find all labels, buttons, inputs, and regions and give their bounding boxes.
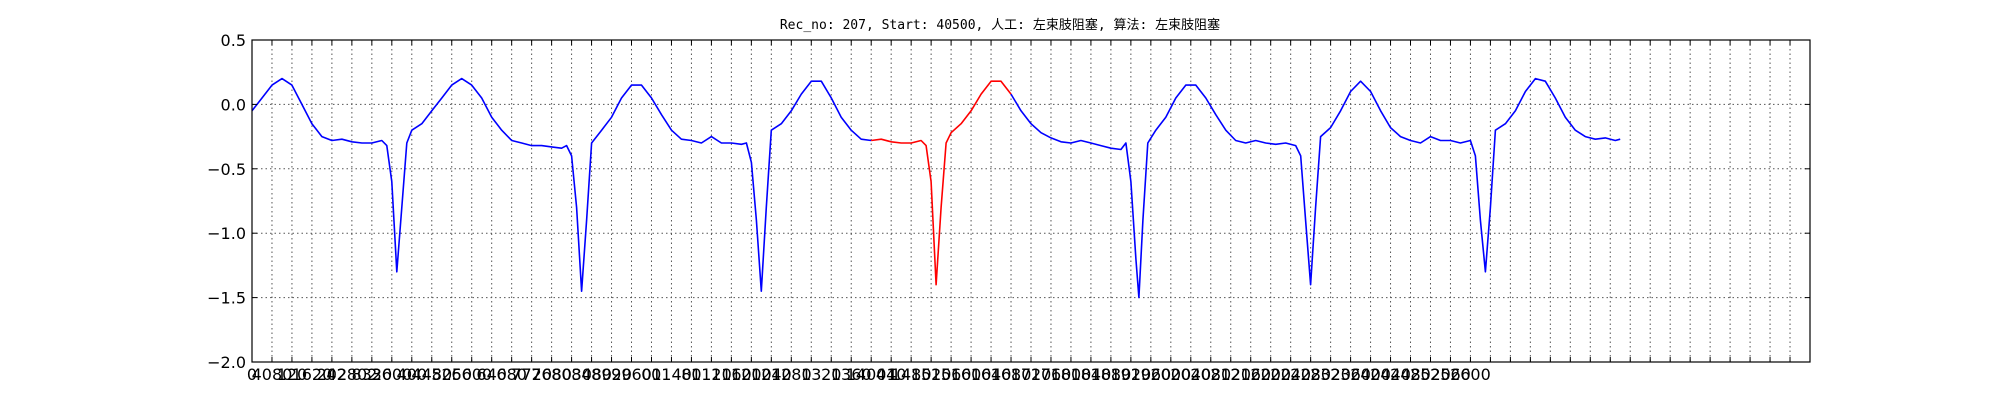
y-tick-label: −1.5 [207,289,246,308]
x-tick-label: 680 [496,365,527,384]
x-tick-label: 14001 [846,365,897,384]
x-tick-label: 8480 [571,365,612,384]
series-line-2 [871,80,1012,286]
series-line-3 [1010,77,1621,299]
x-tick-label: 5250 [431,365,472,384]
x-tick-label: 0 [247,365,257,384]
x-tick-label: 2040 [1170,365,1211,384]
y-tick-label: −1.0 [207,224,246,243]
x-tick-label: 2480 [1390,365,1431,384]
x-tick-label: 7680 [531,365,572,384]
x-tick-label: 3600 [371,365,412,384]
x-tick-label: 1620 [292,365,333,384]
x-tick-label: 2440 [1370,365,1411,384]
x-tick-label: 2160 [1230,365,1271,384]
x-tick-label: 1840 [1071,365,1112,384]
y-tick-label: 0.0 [221,95,246,114]
x-tick-label: 9960 [611,365,652,384]
x-tick-label: 1200 [731,365,772,384]
x-tick-label: 2240 [1270,365,1311,384]
x-tick-label: 2560 [1430,365,1471,384]
x-tick-label: 2120 [1210,365,1251,384]
x-tick-label: 1960 [1130,365,1171,384]
x-tick-label: 1920 [1111,365,1152,384]
x-tick-label: 80 [681,365,701,384]
plot-area-frame [251,39,1811,363]
grid-layer [252,40,1810,362]
x-tick-label: 1880 [1091,365,1132,384]
y-tick-label: −2.0 [207,353,246,372]
x-tick-label: 4080 [252,365,293,384]
x-tick-label: 1160 [711,365,752,384]
x-tick-label: 0140 [651,365,692,384]
x-tick-label: 1600 [951,365,992,384]
x-tick-label: 2080 [1190,365,1231,384]
x-tick-label: 2280 [1290,365,1331,384]
x-tick-label: 1680 [991,365,1032,384]
x-tick-label: 1280 [771,365,812,384]
tick-layer: 0.5 0.0 −0.5 −1.0 −1.5 −2.0040801201620202428… [207,31,1811,384]
x-tick-label: 1560 [931,365,972,384]
x-tick-label: 1240 [751,365,792,384]
x-tick-label: 1640 [971,365,1012,384]
x-tick-label: 400 [397,365,428,384]
x-tick-label: 640 [476,365,507,384]
x-tick-label: 1720 [1011,365,1052,384]
x-tick-label: 120 [277,365,308,384]
x-tick-label: 13 [801,365,821,384]
x-tick-label: 4480 [411,365,452,384]
x-tick-label: 6600 [451,365,492,384]
y-tick-label: 0.5 [221,31,246,50]
x-tick-label: 1760 [1031,365,1072,384]
x-tick-label: 440 [876,365,907,384]
x-tick-label: 1360 [831,365,872,384]
x-tick-label: 2600 [1450,365,1491,384]
x-tick-label: 1480 [891,365,932,384]
x-tick-label: 8920 [591,365,632,384]
x-tick-label: 2520 [1410,365,1451,384]
x-tick-label: 20 [821,365,841,384]
y-tick-label: −0.5 [207,160,246,179]
x-tick-label: 2000 [1150,365,1191,384]
x-tick-label: 2400 [1350,365,1391,384]
x-tick-label: 1120 [691,365,732,384]
x-tick-label: 01 [641,365,661,384]
x-tick-label: 1800 [1051,365,1092,384]
x-tick-label: 2200 [1250,365,1291,384]
x-tick-label: 2320 [1310,365,1351,384]
series-line-1 [251,77,872,293]
series-layer [251,77,1621,299]
x-tick-label: 8030 [551,365,592,384]
x-tick-label: 42802 [326,365,377,384]
x-tick-label: 2360 [1330,365,1371,384]
chart-title: Rec_no: 207, Start: 40500, 人工: 左束肢阻塞, 算法… [780,17,1220,33]
x-tick-label: 1520 [911,365,952,384]
x-tick-label: 8320 [351,365,392,384]
x-tick-label: 202 [317,365,348,384]
x-tick-label: 7720 [511,365,552,384]
